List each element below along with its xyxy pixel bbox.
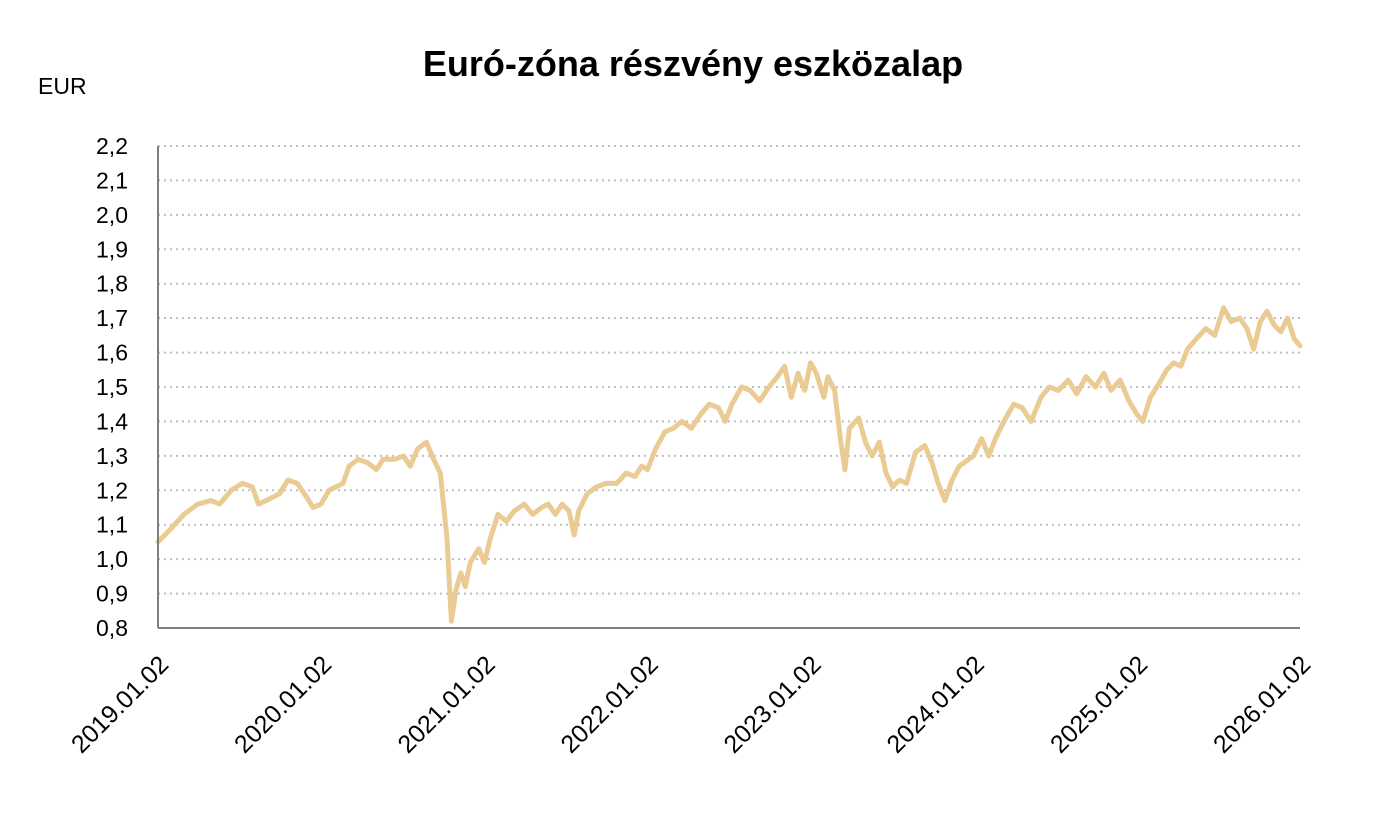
y-tick-label: 0,8 [96,615,128,641]
y-tick-label: 1,0 [96,546,128,572]
y-tick-label: 2,2 [96,133,128,159]
y-tick-label: 1,8 [96,271,128,297]
x-tick-label: 2022.01.02 [555,650,663,758]
y-unit-label: EUR [38,73,87,99]
y-tick-label: 1,3 [96,443,128,469]
x-tick-label: 2024.01.02 [881,650,989,758]
x-axis-ticks: 2019.01.02 2020.01.02 2021.01.02 2022.01.02… [66,650,1316,758]
x-tick-label: 2021.01.02 [392,650,500,758]
x-tick-label: 2026.01.02 [1208,650,1316,758]
y-tick-label: 2,1 [96,167,128,193]
y-tick-label: 1,2 [96,477,128,503]
y-tick-label: 1,5 [96,374,128,400]
series-line [155,305,1303,624]
y-axis-ticks: 0,8 0,9 1,0 1,1 1,2 1,3 1,4 1,5 1,6 1,7 1,8 1,9 2,0 2… [96,133,128,641]
x-tick-label: 2020.01.02 [229,650,337,758]
y-tick-label: 1,1 [96,512,128,538]
x-tick-label: 2023.01.02 [718,650,826,758]
y-tick-label: 1,9 [96,236,128,262]
y-tick-label: 1,6 [96,340,128,366]
y-tick-label: 1,7 [96,305,128,331]
chart-title: Euró-zóna részvény eszközalap [423,43,963,84]
y-tick-label: 2,0 [96,202,128,228]
gridlines [158,145,1300,595]
y-tick-label: 1,4 [96,408,128,434]
x-tick-label: 2025.01.02 [1045,650,1153,758]
y-tick-label: 0,9 [96,581,128,607]
x-tick-label: 2019.01.02 [66,650,174,758]
